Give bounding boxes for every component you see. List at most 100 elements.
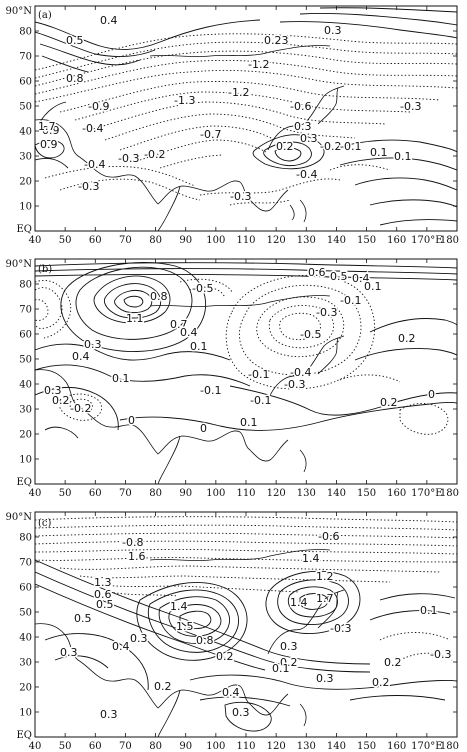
lon-label: 60 xyxy=(89,488,102,499)
contour-label: 0.4 xyxy=(72,350,90,363)
contour-label: 0 xyxy=(200,422,207,435)
lat-label: 10 xyxy=(19,455,32,466)
lon-label: 80 xyxy=(149,741,162,752)
lat-label: 10 xyxy=(19,202,32,213)
contour-label: -0.9 xyxy=(88,100,109,113)
lon-label: 110 xyxy=(236,488,255,499)
lat-label: 40 xyxy=(19,127,32,138)
lon-label: 150 xyxy=(357,235,376,246)
lon-label: 170°E xyxy=(411,488,442,499)
contour-label: 0.2 xyxy=(380,396,398,409)
panel-b-contours xyxy=(35,261,457,439)
panel-b-coastline xyxy=(35,295,345,484)
contour-label: 0.8 xyxy=(150,290,168,303)
contour-label: 0.1 xyxy=(240,416,258,429)
contour-label: -0.2 xyxy=(144,148,165,161)
contour-label: 0.1 xyxy=(364,280,382,293)
contour-label: 1.4 xyxy=(170,600,188,613)
contour-label: 1.1 xyxy=(126,312,144,325)
lon-label: 180 xyxy=(440,488,459,499)
lon-label: 180 xyxy=(440,235,459,246)
lon-label: 120 xyxy=(267,488,286,499)
contour-label: -0.3 xyxy=(430,648,451,661)
lat-label: 40 xyxy=(19,380,32,391)
contour-label: -1.2 xyxy=(248,58,269,71)
lon-label: 140 xyxy=(327,488,346,499)
panel-c-coastline xyxy=(35,549,345,737)
lon-label: 70 xyxy=(119,741,132,752)
lon-label: 110 xyxy=(236,235,255,246)
contour-label: -0.4 xyxy=(290,366,311,379)
contour-label: -0.3 xyxy=(118,152,139,165)
lat-label: 60 xyxy=(19,77,32,88)
lon-label: 120 xyxy=(267,741,286,752)
contour-label: -0.1 xyxy=(250,394,271,407)
panel-b-contour-labels: 0.6 0.5 0.4 0.1 -0.5 1.1 0.8 0.7 0.4 -0.… xyxy=(43,265,437,437)
contour-label: 0.7 xyxy=(170,318,188,331)
contour-label: -0.1 xyxy=(200,384,221,397)
lon-label: 60 xyxy=(89,741,102,752)
contour-label: -0.2 xyxy=(320,140,341,153)
contour-label: 0.2 xyxy=(280,656,298,669)
lon-label: 130 xyxy=(297,741,316,752)
lat-label: 30 xyxy=(19,405,32,416)
lat-label: 70 xyxy=(19,305,32,316)
contour-label: 0 xyxy=(428,388,435,401)
panel-b-label: (b) xyxy=(38,264,52,275)
lat-label: 20 xyxy=(19,683,32,694)
contour-label: 0.23 xyxy=(264,34,289,47)
contour-label: 1.7 xyxy=(316,592,334,605)
contour-label: 0.8 xyxy=(66,72,84,85)
lon-label: 150 xyxy=(357,488,376,499)
lon-label: 80 xyxy=(149,235,162,246)
contour-label: 1.2 xyxy=(316,570,334,583)
contour-label: -0.3 xyxy=(316,306,337,319)
contour-label: 0.3 xyxy=(294,120,312,133)
contour-label: 0.6 xyxy=(94,588,112,601)
lat-label: 40 xyxy=(19,633,32,644)
lat-label: 80 xyxy=(19,27,32,38)
contour-label: 0.8 xyxy=(196,634,214,647)
contour-label: -0.4 xyxy=(82,122,103,135)
lat-label: 90°N xyxy=(6,259,33,270)
contour-label: -0.8 xyxy=(122,536,143,549)
contour-label: 0.2 xyxy=(216,650,234,663)
contour-label: 0.1 xyxy=(370,146,388,159)
lon-label: 90 xyxy=(179,741,192,752)
lat-label: 70 xyxy=(19,558,32,569)
lon-label: 90 xyxy=(179,235,192,246)
lat-label: 30 xyxy=(19,658,32,669)
contour-label: 1.3 xyxy=(94,576,112,589)
contour-label: 0.4 xyxy=(352,272,370,285)
contour-label: 0.1 xyxy=(420,604,438,617)
panel-c-contour-labels: -0.8 -0.6 1.6 1.3 1.4 0.6 0.5 0.5 0.3 1.… xyxy=(59,529,453,723)
lat-label: 50 xyxy=(19,355,32,366)
contour-label: 0.1 xyxy=(190,340,208,353)
contour-label: 1.4 xyxy=(290,596,308,609)
lat-label: 20 xyxy=(19,177,32,188)
lon-label: 130 xyxy=(297,235,316,246)
contour-label: 0.3 xyxy=(232,706,250,719)
lon-label: 160 xyxy=(387,741,406,752)
lon-label: 60 xyxy=(89,235,102,246)
contour-label: 0.5 xyxy=(96,598,114,611)
contour-label: -0.2 xyxy=(70,402,91,415)
contour-label: 0 xyxy=(128,414,135,427)
lat-label: 60 xyxy=(19,330,32,341)
contour-label: -0.5 xyxy=(300,328,321,341)
contour-label: -0.3 xyxy=(400,100,421,113)
lon-label: 40 xyxy=(29,488,42,499)
lon-label: 170°E xyxy=(411,235,442,246)
contour-label: 0.3 xyxy=(130,632,148,645)
lon-label: 140 xyxy=(327,235,346,246)
contour-label: 0.3 xyxy=(60,646,78,659)
contour-label: 0.3 xyxy=(316,672,334,685)
contour-label: 0.4 xyxy=(112,640,130,653)
contour-label: 0.2 xyxy=(372,676,390,689)
panel-b: 0.6 0.5 0.4 0.1 -0.5 1.1 0.8 0.7 0.4 -0.… xyxy=(34,258,458,485)
lat-label: 30 xyxy=(19,152,32,163)
contour-label: 0.6 xyxy=(308,266,326,279)
lon-label: 120 xyxy=(267,235,286,246)
lon-label: 70 xyxy=(119,488,132,499)
lon-label: 100 xyxy=(206,235,225,246)
